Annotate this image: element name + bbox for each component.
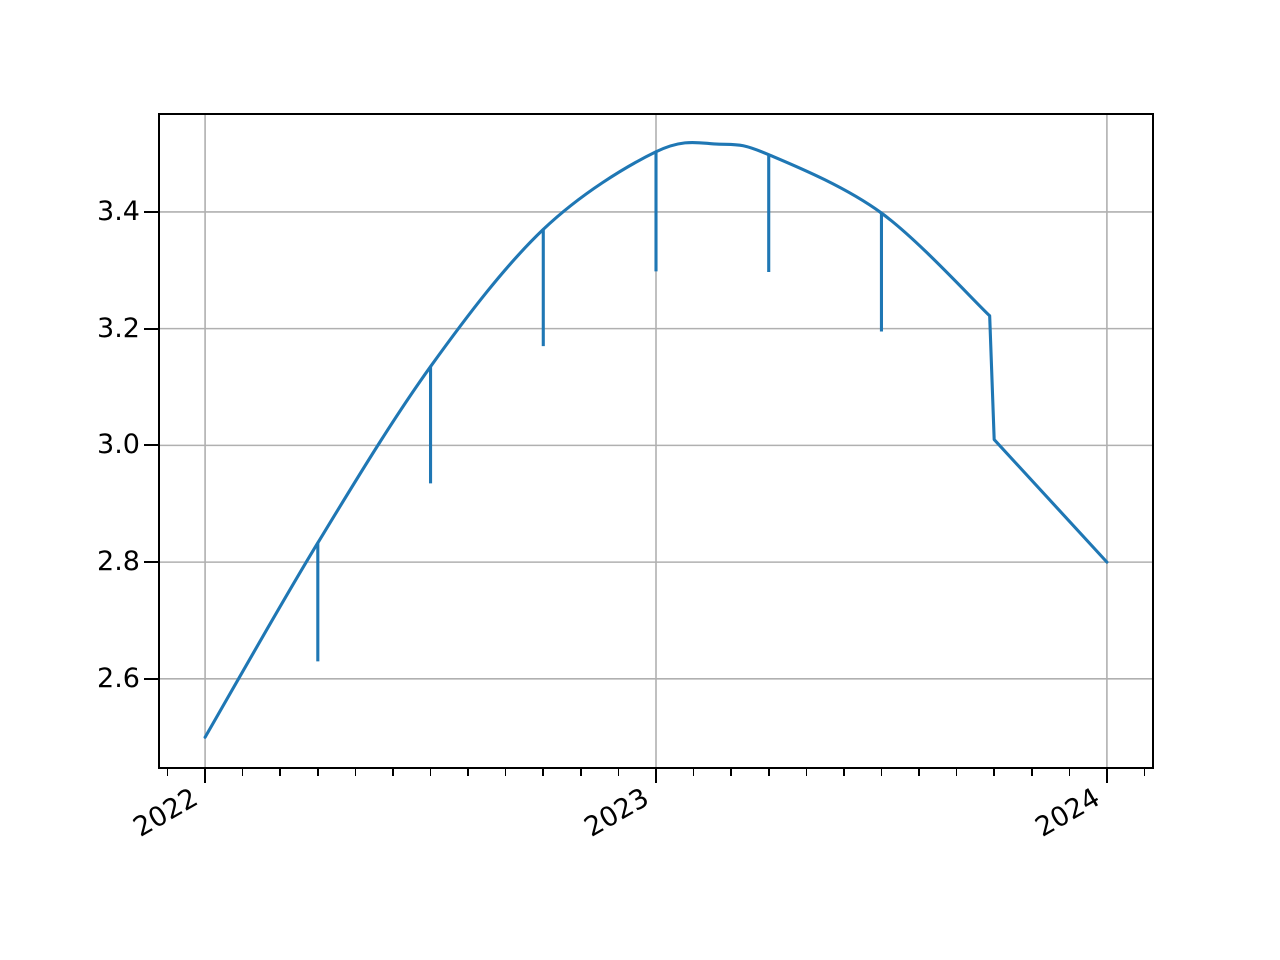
x-minor-tick <box>241 767 244 776</box>
x-major-tick <box>204 767 207 783</box>
y-major-tick <box>144 561 160 564</box>
x-minor-tick <box>279 767 282 776</box>
x-minor-tick <box>692 767 695 776</box>
series-layer <box>203 140 1109 739</box>
x-minor-tick <box>993 767 995 776</box>
x-minor-tick <box>805 767 808 776</box>
plot-area <box>160 115 1152 767</box>
x-minor-tick <box>542 767 545 776</box>
y-major-tick <box>144 210 160 213</box>
x-tick-label: 2022 <box>128 782 204 844</box>
y-major-tick <box>144 327 160 330</box>
x-minor-tick <box>730 767 732 776</box>
y-tick-label: 3.0 <box>97 429 140 461</box>
y-tick-label: 3.2 <box>97 312 140 344</box>
x-minor-tick <box>354 767 357 776</box>
x-minor-tick <box>955 767 958 776</box>
x-minor-tick <box>467 767 469 776</box>
x-minor-tick <box>1068 767 1071 776</box>
x-tick-label: 2023 <box>579 782 655 844</box>
x-major-tick <box>655 767 657 783</box>
x-minor-tick <box>504 767 507 776</box>
x-minor-tick <box>166 767 169 776</box>
y-major-tick <box>144 677 160 680</box>
x-minor-tick <box>429 767 432 776</box>
x-minor-tick <box>843 767 845 776</box>
x-major-tick <box>1105 767 1108 783</box>
y-tick-label: 2.6 <box>97 662 140 694</box>
y-major-tick <box>144 444 160 447</box>
x-minor-tick <box>1030 767 1033 776</box>
x-minor-tick <box>392 767 394 776</box>
x-minor-tick <box>880 767 883 776</box>
x-minor-tick <box>767 767 770 776</box>
x-minor-tick <box>617 767 620 776</box>
y-tick-label: 2.8 <box>97 546 140 578</box>
series-line-value-curve <box>203 140 1109 739</box>
x-minor-tick <box>580 767 582 776</box>
y-tick-label: 3.4 <box>97 195 140 227</box>
x-minor-tick <box>918 767 920 776</box>
x-minor-tick <box>317 767 319 776</box>
x-tick-label: 2024 <box>1030 782 1106 844</box>
x-minor-tick <box>1143 767 1146 776</box>
